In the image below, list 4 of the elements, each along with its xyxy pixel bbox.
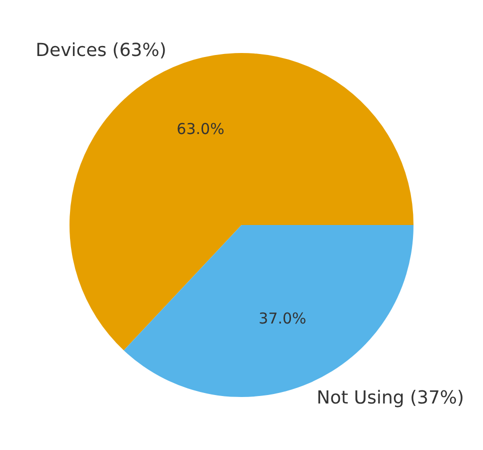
data-label: 37.0% — [258, 310, 306, 328]
slice-label: Devices (63%) — [36, 40, 166, 62]
data-label: 63.0% — [176, 120, 224, 138]
slice-label: Not Using (37%) — [316, 387, 464, 408]
